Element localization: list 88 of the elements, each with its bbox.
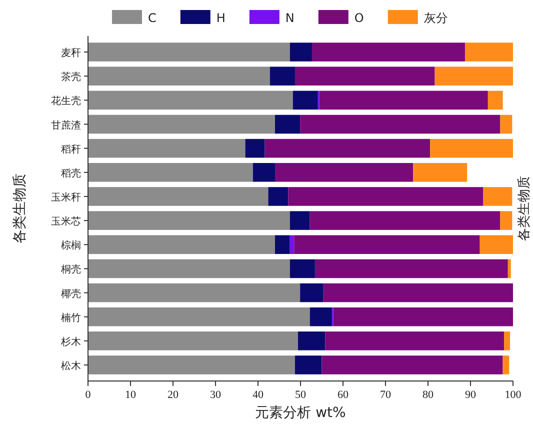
bar — [500, 211, 512, 230]
y2-axis-title: 各类生物质 — [517, 176, 532, 241]
y-tick-label: 花生壳 — [51, 95, 81, 108]
y-tick-label: 杉木 — [60, 336, 81, 348]
bar — [88, 187, 268, 206]
bar — [264, 138, 430, 158]
x-tick-label: 60 — [338, 389, 349, 401]
bar — [270, 66, 295, 86]
legend-label: N — [285, 11, 294, 25]
bar — [88, 332, 298, 350]
bar — [312, 42, 465, 62]
y-tick-label: 楠竹 — [61, 312, 81, 324]
bar — [290, 211, 310, 230]
bar — [290, 259, 315, 278]
bar — [294, 66, 435, 86]
x-axis-title: 元素分析 wt% — [255, 405, 346, 421]
y-axis-title: 各类生物质 — [12, 174, 28, 244]
bar — [319, 90, 488, 110]
bar — [88, 259, 290, 278]
x-tick-label: 20 — [168, 389, 179, 401]
bar — [413, 163, 468, 182]
bar — [290, 42, 312, 62]
bar — [294, 235, 480, 254]
bar — [310, 211, 500, 230]
y-tick-label: 玉米秆 — [51, 191, 81, 204]
bar — [292, 90, 318, 110]
bar — [275, 163, 414, 182]
bar — [88, 163, 253, 182]
y-tick-label: 桐壳 — [60, 264, 81, 276]
bar — [500, 114, 512, 134]
x-tick-label: 10 — [125, 389, 136, 401]
x-tick-label: 50 — [295, 389, 306, 401]
bar — [88, 283, 300, 302]
bar — [288, 187, 484, 206]
bar — [88, 307, 310, 326]
bar — [268, 187, 288, 206]
bar — [252, 163, 275, 182]
x-tick-label: 0 — [85, 389, 92, 401]
y-tick-label: 甘蔗渣 — [51, 119, 81, 132]
legend-label: O — [354, 11, 364, 25]
legend-label: H — [216, 11, 226, 25]
y-tick-label: 椰壳 — [61, 288, 81, 300]
bar — [508, 259, 511, 278]
bar — [504, 332, 510, 350]
x-tick-label: 80 — [422, 389, 434, 401]
y-tick-label: 玉米芯 — [51, 216, 81, 228]
bar — [314, 259, 508, 278]
bar — [88, 66, 270, 86]
bar — [88, 211, 290, 230]
bar — [434, 66, 513, 86]
bar — [88, 356, 295, 374]
x-tick-label: 40 — [252, 389, 264, 401]
bar — [480, 235, 513, 254]
bar — [322, 356, 503, 374]
bar — [88, 114, 275, 134]
x-tick-label: 70 — [380, 389, 392, 401]
y-tick-label: 稻壳 — [61, 167, 81, 180]
bar — [323, 283, 513, 302]
bar — [310, 307, 332, 326]
bar — [300, 114, 500, 134]
bar — [502, 356, 510, 374]
y-tick-label: 棕榈 — [61, 240, 81, 252]
bar — [430, 138, 513, 158]
bar — [488, 90, 503, 110]
x-tick-label: 90 — [465, 389, 476, 401]
bar — [333, 307, 513, 326]
bar — [464, 42, 513, 62]
bar — [294, 356, 322, 374]
bar — [325, 332, 504, 350]
bar — [275, 114, 300, 134]
x-tick-label: 30 — [210, 389, 222, 401]
bar — [290, 235, 294, 254]
y-tick-label: 稻秆 — [61, 143, 81, 156]
y-tick-label: 茶壳 — [61, 71, 81, 84]
bar — [88, 138, 246, 158]
legend-label: C — [148, 11, 156, 25]
bar — [483, 187, 512, 206]
bar — [88, 235, 275, 254]
bar — [88, 42, 290, 62]
legend-label: 灰分 — [424, 11, 448, 25]
bar — [300, 283, 324, 302]
bar — [275, 235, 290, 254]
y-tick-label: 麦秆 — [61, 47, 81, 60]
bar — [298, 332, 326, 350]
x-tick-label: 100 — [504, 389, 522, 401]
bar — [88, 90, 293, 110]
y-tick-label: 松木 — [61, 360, 81, 372]
bar — [245, 138, 265, 158]
